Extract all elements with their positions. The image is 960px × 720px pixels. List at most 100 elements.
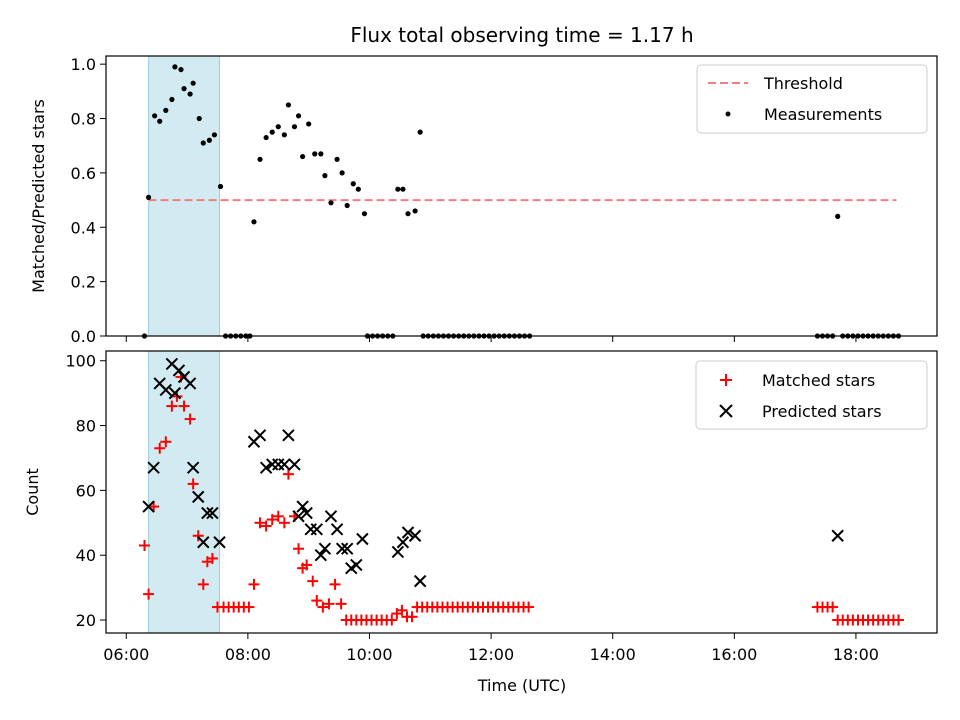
predicted-star-point: [159, 383, 172, 397]
panel-ratio-shaded-interval: [148, 55, 221, 337]
matched-star-point: [206, 552, 218, 564]
measurement-point: [200, 140, 206, 146]
predicted-star-point: [272, 458, 285, 471]
x-tick-label: 14:00: [590, 645, 636, 664]
predicted-star-stroke: [310, 523, 323, 536]
predicted-star-stroke: [288, 458, 301, 471]
y-tick-label: 80: [76, 417, 96, 436]
measurement-point: [163, 107, 169, 113]
predicted-star-stroke: [253, 429, 267, 442]
y-tick-label: 0.6: [71, 164, 96, 183]
predicted-star-stroke: [153, 377, 166, 390]
predicted-star-point: [324, 510, 338, 523]
measurement-point: [178, 66, 184, 73]
measurement-point: [206, 137, 212, 143]
predicted-star-point: [147, 461, 160, 474]
predicted-star-point: [186, 461, 200, 474]
measurement-point: [285, 102, 292, 108]
measurement-point: [187, 91, 193, 97]
matched-star-point: [266, 514, 278, 526]
predicted-star-point: [310, 523, 323, 536]
panel-ratio-frame: [105, 55, 938, 337]
measurement-point: [190, 80, 196, 86]
predicted-star-stroke: [192, 490, 205, 504]
measurement-point: [405, 211, 411, 217]
panel-count-x-ticks: 06:00 08:00 10:00 12:00 14:00 16:00 18:00: [103, 633, 879, 664]
measurement-point: [400, 186, 406, 192]
measurement-point: [412, 208, 418, 214]
matched-star-point: [184, 413, 196, 425]
measurement-point: [355, 186, 361, 192]
panel-count-shaded-interval: [148, 350, 221, 634]
matched-star-point: [248, 578, 260, 590]
predicted-star-point: [300, 506, 313, 520]
legend-matched-swatch: [720, 374, 732, 386]
measurement-point: [835, 213, 841, 219]
measurement-point: [361, 211, 368, 217]
measurement-point: [322, 173, 328, 179]
matched-star-point: [197, 578, 209, 590]
measurement-point: [152, 113, 158, 119]
x-tick-label: 16:00: [711, 645, 757, 664]
x-tick-label: 06:00: [103, 645, 149, 664]
matched-star-point: [272, 510, 284, 522]
predicted-star-stroke: [396, 536, 410, 549]
matched-stars-points: [139, 371, 904, 626]
matched-star-point: [178, 400, 190, 412]
measurement-point: [257, 156, 263, 162]
matched-star-point: [154, 442, 166, 454]
matched-star-point: [139, 539, 151, 551]
predicted-star-stroke: [300, 506, 313, 520]
legend-threshold-label: Threshold: [763, 74, 843, 93]
predicted-star-stroke: [330, 523, 344, 536]
y-tick-label: 60: [76, 481, 96, 500]
predicted-star-stroke: [408, 529, 422, 542]
matched-star-point: [187, 478, 199, 490]
matched-star-point: [243, 601, 255, 613]
legend-measurements-swatch: [725, 111, 731, 117]
measurement-point: [181, 86, 187, 92]
matched-star-point: [317, 601, 329, 613]
measurement-point: [339, 170, 345, 176]
measurement-point: [145, 194, 152, 200]
panel-count-frame: [105, 350, 938, 634]
matched-star-point: [301, 559, 313, 571]
predicted-star-point: [183, 377, 197, 390]
predicted-star-point: [304, 523, 317, 536]
predicted-star-point: [401, 526, 415, 539]
predicted-star-point: [413, 574, 427, 588]
matched-star-point: [406, 611, 418, 623]
measurement-point: [211, 132, 218, 138]
predicted-star-point: [292, 510, 305, 523]
x-tick-label: 10:00: [346, 645, 392, 664]
predicted-star-point: [318, 542, 332, 555]
predicted-star-stroke: [183, 377, 197, 390]
predicted-star-point: [831, 529, 844, 542]
predicted-star-stroke: [278, 458, 291, 471]
matched-star-point: [260, 520, 272, 532]
predicted-star-point: [172, 364, 186, 377]
matched-star-point: [323, 598, 335, 610]
legend-predicted-swatch: [719, 404, 733, 418]
matched-star-point: [254, 517, 266, 529]
panel-count-ylabel: Count: [23, 468, 42, 516]
panel-ratio-x-ticks: [125, 336, 857, 342]
legend-predicted-label: Predicted stars: [762, 402, 882, 421]
predicted-star-point: [253, 429, 267, 442]
panel-count-legend: Matched stars Predicted stars: [695, 360, 928, 430]
measurement-point: [291, 124, 298, 130]
predicted-star-stroke: [259, 461, 273, 474]
matched-star-point: [311, 595, 323, 607]
predicted-star-stroke: [282, 429, 295, 442]
chart-title: Flux total observing time = 1.17 h: [350, 23, 693, 47]
y-tick-label: 0.8: [71, 110, 96, 129]
predicted-star-point: [314, 548, 328, 562]
panel-count: 20 40 60 80 100 06:00 08:00 10:00 12:00 14:00 16:…: [23, 350, 938, 695]
predicted-star-stroke: [201, 506, 214, 520]
panel-ratio-legend: Threshold Measurements: [696, 64, 928, 134]
predicted-star-point: [335, 542, 349, 555]
measurement-point: [312, 151, 318, 157]
predicted-star-stroke: [197, 536, 210, 549]
predicted-star-stroke: [206, 506, 219, 520]
